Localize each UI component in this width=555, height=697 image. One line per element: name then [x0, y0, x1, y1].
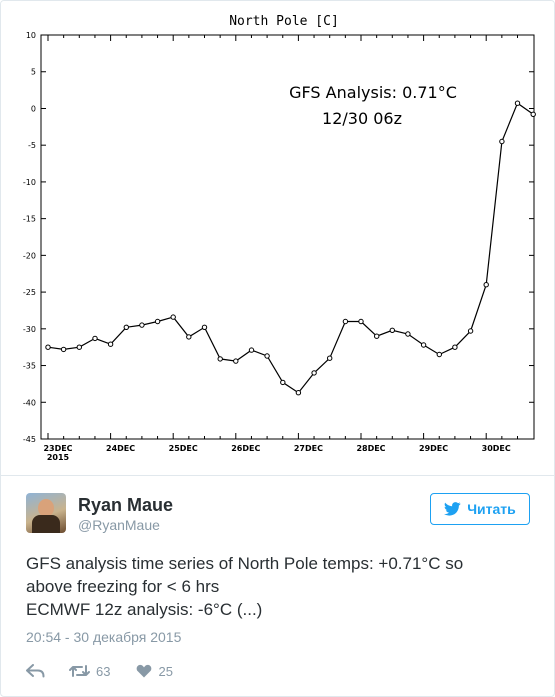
- like-button[interactable]: 25: [136, 663, 173, 679]
- twitter-bird-icon: [444, 502, 461, 516]
- temperature-chart: North Pole [C] 10 5 0 -5 -10 -15 -20 -25 -30 -35 -4…: [23, 14, 536, 462]
- y-tick-label: -25: [23, 288, 36, 297]
- retweet-count: 63: [96, 663, 111, 679]
- author-handle[interactable]: @RyanMaue: [78, 517, 160, 533]
- data-point: [405, 331, 411, 337]
- data-point: [107, 341, 114, 347]
- data-point: [154, 318, 161, 325]
- x-tick-label: 26DEC: [231, 444, 260, 453]
- data-point: [201, 324, 208, 330]
- tweet-text-line: ECMWF 12z analysis: -6°C (...): [26, 600, 263, 619]
- x-tick-label: 30DEC: [482, 444, 511, 453]
- reply-button[interactable]: [26, 664, 45, 678]
- x-tick-label: 28DEC: [356, 444, 385, 453]
- data-point: [264, 353, 270, 359]
- data-point: [327, 355, 333, 361]
- heart-icon: [137, 664, 152, 678]
- data-point: [483, 282, 489, 288]
- data-point: [45, 344, 51, 350]
- x-tick-label: 29DEC: [419, 444, 448, 453]
- y-tick-label: -5: [28, 141, 36, 150]
- data-point: [436, 351, 442, 358]
- tweet-actions: 63 25: [26, 661, 173, 681]
- y-tick-label: -40: [23, 398, 36, 407]
- reply-icon: [26, 664, 45, 678]
- y-tick-label: -10: [23, 178, 36, 187]
- like-count: 25: [158, 663, 173, 679]
- data-point: [389, 327, 395, 333]
- y-tick-label: 10: [26, 31, 36, 40]
- data-point: [452, 344, 458, 350]
- data-point: [374, 333, 380, 339]
- x-tick-label: 25DEC: [169, 444, 198, 453]
- chart-panel: North Pole [C] 10 5 0 -5 -10 -15 -20 -25 -30 -35 -4…: [1, 1, 554, 476]
- y-tick-label: -35: [23, 362, 36, 371]
- y-tick-label: 0: [31, 104, 36, 113]
- annotation-line: GFS Analysis: 0.71°C: [289, 83, 457, 102]
- data-point: [358, 318, 364, 325]
- retweet-icon: [69, 665, 90, 677]
- x-tick-sublabel: 2015: [47, 453, 70, 462]
- data-point: [186, 334, 192, 340]
- annotation-line: 12/30 06z: [322, 109, 402, 128]
- data-point: [499, 138, 505, 145]
- x-tick-label: 27DEC: [294, 444, 323, 453]
- y-tick-label: -45: [23, 435, 36, 444]
- data-point: [123, 324, 130, 330]
- data-point: [76, 344, 83, 350]
- avatar-body: [32, 515, 60, 533]
- data-point: [233, 358, 239, 364]
- chart-title: North Pole [C]: [229, 14, 339, 29]
- data-point: [530, 111, 536, 118]
- data-point: [248, 347, 255, 353]
- data-point: [467, 328, 474, 334]
- tweet-text: GFS analysis time series of North Pole t…: [26, 552, 536, 621]
- data-point: [514, 100, 521, 106]
- tweet-text-line: GFS analysis time series of North Pole t…: [26, 554, 464, 573]
- follow-button[interactable]: Читать: [430, 493, 530, 525]
- y-tick-label: -15: [23, 215, 36, 224]
- plot-frame: [40, 34, 535, 440]
- series-line: [47, 102, 534, 394]
- data-point: [92, 335, 98, 342]
- x-tick-label: 23DEC: [43, 444, 72, 453]
- data-point: [60, 346, 67, 353]
- data-point: [311, 370, 317, 376]
- data-point: [280, 379, 286, 386]
- tweet-timestamp[interactable]: 20:54 - 30 декабря 2015: [26, 629, 182, 645]
- data-point: [295, 390, 302, 396]
- data-point: [170, 314, 176, 320]
- data-point: [139, 322, 145, 328]
- data-point: [420, 342, 427, 348]
- x-tick-label: 24DEC: [106, 444, 135, 453]
- y-tick-label: -20: [23, 251, 36, 260]
- follow-label: Читать: [467, 501, 516, 517]
- tweet-text-line: above freezing for < 6 hrs: [26, 577, 220, 596]
- author-name[interactable]: Ryan Maue: [78, 495, 174, 515]
- avatar-face: [38, 499, 54, 517]
- data-point: [217, 356, 223, 362]
- retweet-button[interactable]: 63: [69, 664, 110, 679]
- data-point: [342, 318, 349, 325]
- avatar[interactable]: [26, 493, 66, 533]
- y-tick-label: 5: [31, 68, 36, 77]
- y-tick-label: -30: [23, 325, 36, 334]
